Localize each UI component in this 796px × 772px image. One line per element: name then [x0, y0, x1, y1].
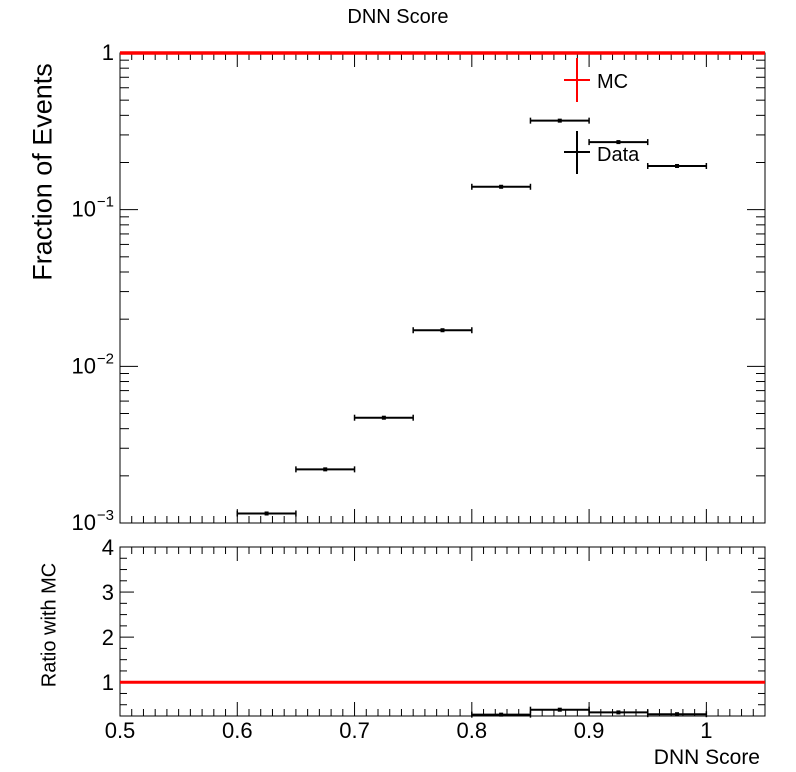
- data-point-marker: [675, 163, 680, 168]
- data-point: [471, 183, 532, 190]
- data-point: [588, 139, 649, 146]
- data-point-marker: [499, 184, 504, 189]
- data-point-marker: [381, 415, 386, 420]
- data-point: [236, 510, 297, 517]
- ratio-point: [588, 709, 649, 716]
- ratio-point: [646, 711, 708, 718]
- data-point-marker: [616, 140, 621, 145]
- data-point: [295, 466, 356, 473]
- ratio-y-tick-label: 2: [102, 625, 114, 650]
- ratio-frame: [119, 546, 766, 717]
- main-y-tick-exponent: −3: [97, 507, 114, 524]
- main-frame: [119, 52, 766, 524]
- x-tick-label: 0.5: [105, 718, 136, 743]
- data-point: [529, 117, 590, 124]
- x-tick-label: 0.8: [457, 718, 488, 743]
- x-tick-label: 0.9: [574, 718, 605, 743]
- chart-title: DNN Score: [347, 6, 449, 28]
- ratio-panel: 1 2 3 4 0.5 0.6 0.7 0.8 0.9 1: [102, 535, 766, 743]
- main-y-tick-label: 10: [72, 510, 96, 535]
- x-tick-label: 1: [700, 718, 712, 743]
- x-axis-label: DNN Score: [653, 746, 760, 769]
- main-y-tick-label: 10: [72, 353, 96, 378]
- data-point: [412, 327, 473, 334]
- data-point: [353, 414, 414, 421]
- data-point-marker: [264, 511, 269, 516]
- main-y-tick-exponent: −2: [97, 350, 114, 367]
- ratio-point: [471, 711, 532, 718]
- legend: MC Data: [564, 58, 640, 174]
- legend-mc-label: MC: [597, 71, 628, 93]
- x-tick-label: 0.7: [339, 718, 370, 743]
- ratio-y-tick-label: 1: [102, 670, 114, 695]
- ratio-y-tick-label: 3: [102, 580, 114, 605]
- main-y-tick-exponent: −1: [97, 194, 114, 211]
- x-tick-label: 0.6: [222, 718, 253, 743]
- ratio-point-marker: [616, 710, 621, 715]
- legend-data-label: Data: [597, 144, 640, 166]
- ratio-point-marker: [499, 712, 504, 717]
- data-point: [646, 162, 708, 169]
- ratio-point-marker: [675, 712, 680, 717]
- main-y-tick-label: 10: [72, 197, 96, 222]
- data-point-marker: [323, 467, 328, 472]
- main-y-tick-label: 1: [102, 40, 114, 65]
- data-point-marker: [440, 328, 445, 333]
- ratio-point-marker: [557, 707, 562, 712]
- data-point-marker: [557, 118, 562, 123]
- ratio-y-tick-label: 4: [102, 535, 114, 560]
- ratio-point: [529, 706, 590, 713]
